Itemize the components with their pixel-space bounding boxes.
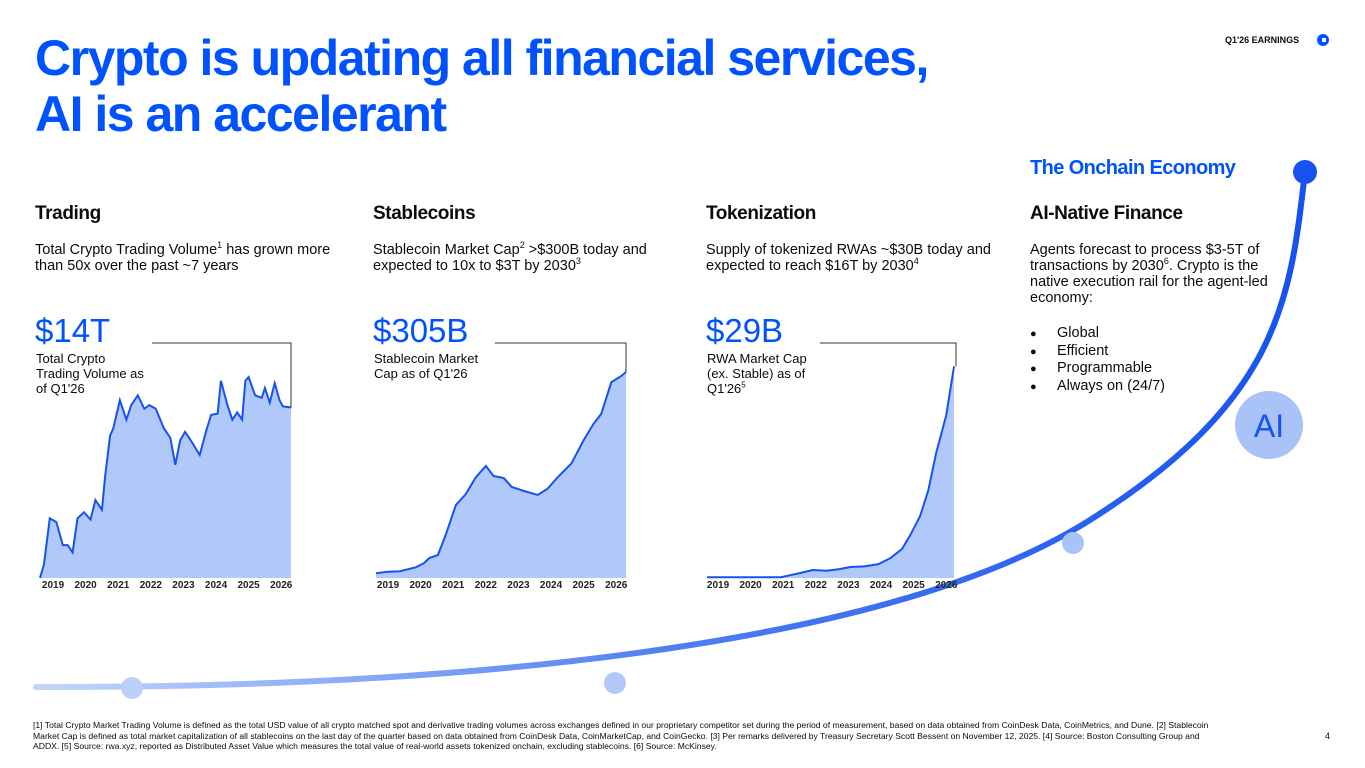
x-tick-label: 2022	[140, 580, 163, 591]
x-tick-label: 2022	[805, 580, 828, 591]
bullet: Programmable	[1030, 360, 1165, 378]
callout-bracket	[495, 342, 627, 373]
column-heading: Tokenization	[706, 203, 816, 224]
x-tick-label: 2019	[707, 580, 730, 591]
x-tick-label: 2020	[740, 580, 763, 591]
text-run: Agents forecast to process $3-5T of tran…	[1030, 242, 1260, 274]
footnote-ref: 4	[913, 256, 919, 267]
area-fill	[375, 372, 626, 578]
bullets: GlobalEfficientProgrammableAlways on (24…	[1030, 325, 1165, 395]
footnote-ref: 6	[1163, 256, 1169, 267]
page-number: 4	[1325, 731, 1331, 741]
area-line	[39, 375, 292, 579]
figure-caption: Stablecoin Market Cap as of Q1'26	[374, 351, 489, 381]
column-description: Stablecoin Market Cap2 >$300B today and …	[373, 240, 673, 274]
curve-dot	[121, 677, 143, 699]
x-tick-label: 2024	[870, 580, 893, 591]
x-tick-label: 2026	[935, 580, 958, 591]
x-tick-label: 2020	[75, 580, 98, 591]
x-tick-label: 2025	[572, 580, 595, 591]
footnote-ref: 3	[575, 256, 581, 267]
logo-cut	[1322, 38, 1326, 42]
column-heading: Stablecoins	[373, 203, 476, 224]
area-fill	[706, 366, 955, 578]
column-description: Total Crypto Trading Volume1 has grown m…	[35, 240, 335, 274]
figure-caption: RWA Market Cap (ex. Stable) as of Q1'265	[707, 351, 822, 396]
area-fill	[40, 377, 291, 578]
x-tick-label: 2024	[205, 580, 228, 591]
x-tick-label: 2023	[172, 580, 195, 591]
area-line	[706, 366, 956, 579]
title: Crypto is updating all financial service…	[35, 30, 929, 142]
growth-curve	[33, 169, 1308, 691]
text-run: Total Crypto Trading Volume	[35, 242, 218, 258]
footnotes: [1] Total Crypto Market Trading Volume i…	[33, 720, 1209, 752]
area-line	[375, 371, 627, 575]
title-line: AI is an accelerant	[35, 86, 447, 142]
column-heading: Trading	[35, 203, 101, 224]
footnote-ref: 1	[217, 240, 223, 251]
x-tick-label: 2023	[837, 580, 860, 591]
kicker: The Onchain Economy	[1030, 157, 1236, 179]
x-tick-label: 2025	[902, 580, 925, 591]
curve-dot	[604, 672, 626, 694]
x-tick-label: 2026	[270, 580, 293, 591]
x-tick-label: 2020	[410, 580, 433, 591]
callout-bracket	[152, 342, 292, 408]
x-tick-label: 2021	[107, 580, 130, 591]
text-run: Supply of tokenized RWAs ~$30B today and…	[706, 242, 991, 274]
text-run: . Crypto is the native execution rail fo…	[1030, 258, 1268, 306]
text-run: Total Crypto Trading Volume as of Q1'26	[36, 351, 144, 396]
x-tick-label: 2024	[540, 580, 563, 591]
text-run: has grown more than 50x over the past ~7…	[35, 242, 331, 274]
column-heading: AI-Native Finance	[1030, 203, 1183, 224]
ai-badge	[1235, 391, 1303, 459]
text-run: >$300B today and expected to 10x to $3T …	[373, 242, 647, 274]
x-tick-label: 2025	[237, 580, 260, 591]
figure-caption: Total Crypto Trading Volume as of Q1'26	[36, 351, 151, 396]
curve-dot	[1293, 160, 1317, 184]
column-description: Agents forecast to process $3-5T of tran…	[1030, 242, 1275, 306]
bullet: Always on (24/7)	[1030, 378, 1165, 396]
callout-bracket	[820, 342, 957, 367]
bullet: Efficient	[1030, 343, 1165, 361]
footnote-ref: 5	[741, 380, 746, 390]
x-tick-label: 2021	[442, 580, 465, 591]
tag: Q1'26 EARNINGS	[1225, 35, 1300, 45]
text-run: Stablecoin Market Cap as of Q1'26	[374, 351, 479, 381]
footnote-ref: 2	[519, 240, 525, 251]
x-tick-label: 2022	[475, 580, 498, 591]
ai-badge-text: AI	[1254, 408, 1284, 444]
x-tick-label: 2019	[42, 580, 65, 591]
headline-figure: $305B	[373, 312, 469, 349]
column-description: Supply of tokenized RWAs ~$30B today and…	[706, 242, 1006, 274]
bullet: Global	[1030, 325, 1165, 343]
x-tick-label: 2023	[507, 580, 530, 591]
x-tick-label: 2026	[605, 580, 628, 591]
x-tick-label: 2021	[772, 580, 795, 591]
curve-dot	[1062, 532, 1084, 554]
text-run: RWA Market Cap (ex. Stable) as of Q1'26	[707, 351, 807, 396]
title-line: Crypto is updating all financial service…	[35, 30, 929, 86]
text-run: Stablecoin Market Cap	[373, 242, 520, 258]
headline-figure: $29B	[706, 312, 784, 349]
headline-figure: $14T	[35, 312, 111, 349]
x-tick-label: 2019	[377, 580, 400, 591]
